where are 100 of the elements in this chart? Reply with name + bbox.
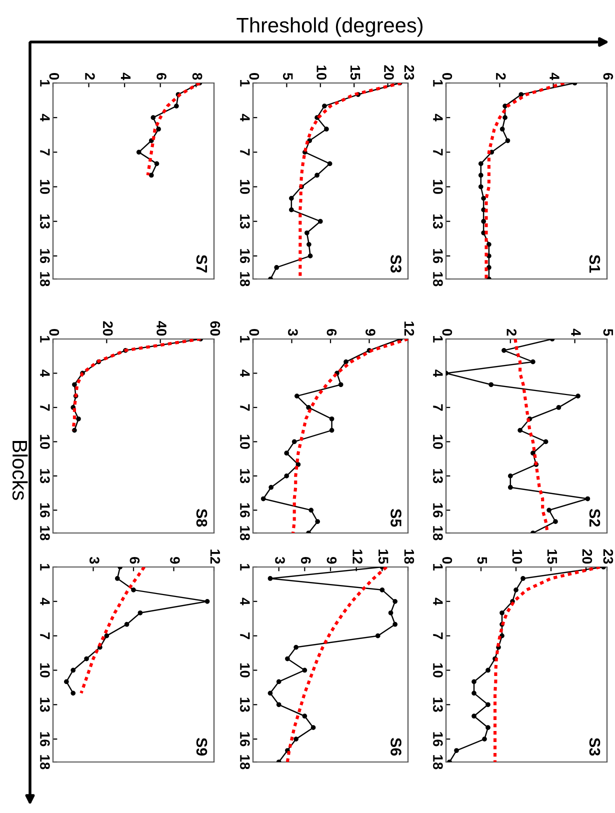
y-tick-label: 16	[433, 732, 443, 746]
x-tick-label: 9	[326, 556, 337, 564]
x-tick-label: 20	[384, 65, 394, 80]
annotation: S6	[390, 738, 402, 756]
y-tick-label: 10	[433, 663, 443, 678]
x-tick-label: 20	[582, 549, 592, 564]
annotation: S3	[390, 254, 402, 273]
x-tick-label: 15	[378, 550, 388, 564]
y-tick-label: 4	[240, 598, 250, 606]
x-tick-label: 3	[275, 556, 285, 564]
y-tick-label: 10	[40, 434, 50, 449]
x-tick-label: 4	[550, 72, 560, 80]
x-tick-label: 0	[442, 329, 452, 336]
x-tick-label: 40	[156, 320, 166, 336]
y-tick-label: 18	[433, 272, 443, 286]
y-tick-label: 4	[433, 598, 443, 606]
x-tick-label: 0	[249, 329, 260, 336]
y-tick-label: 16	[240, 732, 250, 746]
x-tick-label: 6	[326, 329, 337, 336]
x-tick-label: 20	[102, 321, 113, 336]
x-tick-label: 9	[366, 328, 376, 336]
y-tick-label: 13	[40, 469, 50, 484]
y-tick-label: 18	[240, 755, 250, 770]
y-tick-label: 4	[433, 370, 443, 378]
y-tick-label: 18	[40, 526, 50, 540]
y-tick-label: 18	[240, 272, 250, 286]
x-tick-label: 23	[404, 65, 414, 80]
y-tick-label: 16	[40, 732, 50, 746]
x-tick-label: 8	[192, 72, 202, 80]
y-tick-label: 7	[433, 632, 443, 640]
x-tick-label: 10	[316, 66, 326, 80]
x-tick-label: 0	[49, 329, 60, 336]
y-tick-label: 13	[240, 698, 250, 712]
annotation: S7	[196, 254, 208, 272]
y-tick-label: 13	[240, 469, 250, 484]
x-tick-label: 2	[496, 72, 506, 80]
y-tick-label: 4	[240, 114, 250, 122]
y-tick-label: 13	[433, 214, 443, 229]
x-tick-label: 10	[512, 550, 522, 564]
y-tick-label: 4	[40, 370, 50, 378]
y-tick-label: 16	[433, 503, 443, 518]
y-tick-label: 13	[433, 698, 443, 712]
y-tick-label: 4	[40, 114, 50, 122]
y-tick-label: 7	[40, 148, 50, 156]
x-tick-label: 2	[85, 72, 95, 80]
annotation: S1	[589, 254, 600, 273]
y-tick-label: 1	[240, 564, 250, 570]
y-tick-label: 13	[240, 214, 250, 229]
annotation: S8	[196, 508, 208, 527]
x-tick-label: 5	[477, 556, 487, 564]
y-tick-label: 16	[433, 249, 443, 264]
y-tick-label: 1	[40, 80, 50, 86]
x-tick-label: 2	[506, 328, 517, 336]
y-tick-label: 10	[240, 663, 250, 678]
x-tick-label: 5	[282, 72, 293, 80]
x-tick-label: 3	[90, 556, 100, 564]
y-tick-label: 13	[40, 698, 50, 712]
y-tick-label: 4	[433, 114, 443, 122]
y-tick-label: 18	[40, 272, 50, 286]
y-tick-label: 1	[433, 80, 443, 86]
y-tick-label: 16	[40, 503, 50, 518]
x-tick-label: 0	[442, 73, 452, 80]
y-tick-label: 18	[40, 755, 50, 770]
y-tick-label: 16	[240, 503, 250, 518]
x-tick-label: 0	[249, 73, 260, 80]
y-tick-label: 1	[240, 80, 250, 86]
x-tick-label: 12	[210, 550, 220, 564]
x-tick-label: 9	[170, 556, 180, 564]
x-tick-label: 18	[404, 550, 414, 564]
y-tick-label: 18	[240, 526, 250, 540]
x-tick-label: 6	[603, 73, 614, 80]
x-tick-label: 23	[603, 549, 614, 564]
y-tick-label: 13	[40, 214, 50, 229]
y-tick-label: 13	[433, 469, 443, 484]
annotation: S9	[196, 738, 208, 756]
y-tick-label: 7	[40, 404, 50, 411]
y-tick-label: 1	[40, 564, 50, 570]
annotation: S3	[589, 738, 600, 756]
y-tick-label: 10	[40, 663, 50, 678]
y-tick-label: 16	[240, 249, 250, 264]
x-tick-label: 12	[404, 322, 414, 336]
annotation: S5	[390, 508, 402, 527]
y-tick-label: 1	[433, 336, 443, 342]
x-tick-label: 60	[210, 321, 220, 336]
y-tick-label: 7	[240, 632, 250, 640]
y-tick-label: 4	[240, 370, 250, 378]
y-tick-label: 7	[240, 148, 250, 156]
y-axis-title: Blocks	[12, 441, 28, 500]
y-tick-label: 4	[40, 598, 50, 606]
annotation: S2	[589, 508, 600, 527]
x-tick-label: 0	[442, 557, 452, 564]
x-tick-label: 3	[288, 328, 298, 336]
y-tick-label: 1	[240, 336, 250, 342]
x-tick-label: 6	[156, 73, 166, 80]
y-tick-label: 10	[433, 434, 443, 449]
x-tick-label: 6	[300, 557, 311, 564]
x-tick-label: 4	[571, 328, 581, 336]
x-tick-label: 0	[49, 73, 60, 80]
y-tick-label: 10	[433, 180, 443, 194]
y-tick-label: 1	[433, 564, 443, 570]
